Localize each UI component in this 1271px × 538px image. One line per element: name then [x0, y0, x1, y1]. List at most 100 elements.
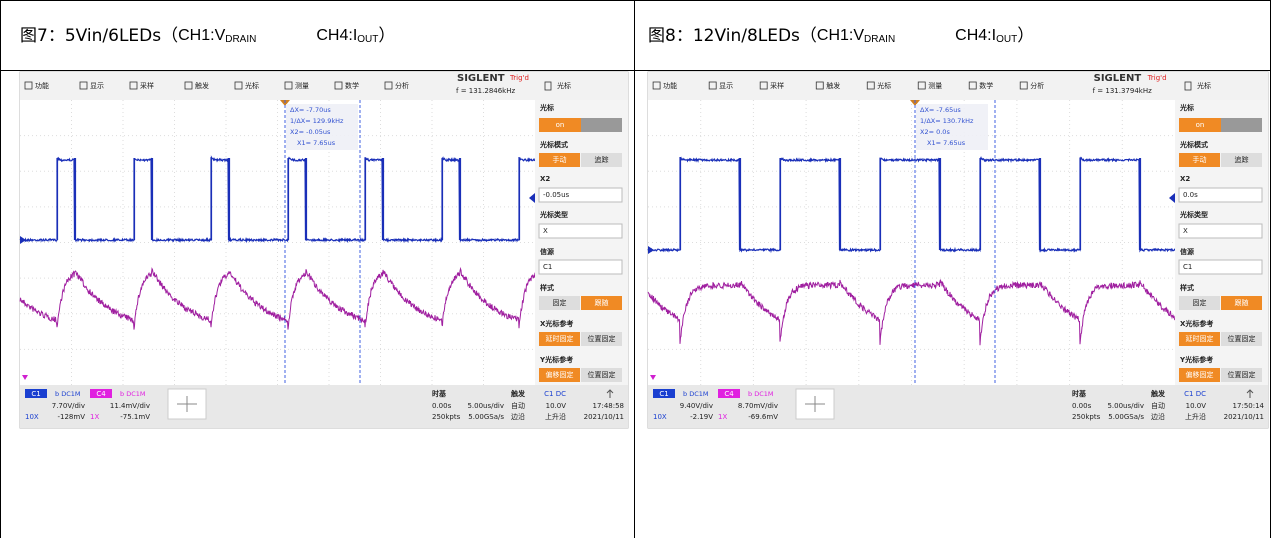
channel-name: C1: [659, 390, 668, 398]
panel-label: 样式: [1180, 283, 1194, 292]
trigger-label: 触发: [510, 389, 526, 398]
panel-field-value: 0.0s: [1183, 191, 1198, 199]
panel-label: 信源: [1180, 247, 1194, 256]
frequency: f = 131.2846kHz: [456, 87, 515, 95]
trigger-level: 10.0V: [1186, 402, 1207, 410]
trigger-mode: 自动: [1151, 401, 1165, 410]
panel-label: 光标模式: [1179, 140, 1208, 149]
clock-time: 17:48:58: [593, 402, 624, 410]
panel-button-label: 追踪: [595, 155, 609, 164]
menu-item: 触发: [195, 81, 209, 90]
caption-part: 图7：: [20, 26, 65, 46]
cursor-readout: X2= 0.0s: [920, 128, 950, 136]
brand: SIGLENT: [457, 73, 505, 84]
clock-date: 2021/10/11: [1224, 413, 1264, 421]
caption-part: OUT: [357, 34, 378, 45]
panel-menu-title: 光标: [1197, 81, 1211, 90]
trigger-label: 触发: [1150, 389, 1166, 398]
panel-menu-title: 光标: [557, 81, 571, 90]
trigger-slope: 上升沿: [1185, 412, 1206, 421]
caption-part: 5Vin/6LEDs（: [65, 26, 178, 46]
channel-probe: 1X: [90, 413, 99, 421]
channel-coupling: b DC1M: [55, 390, 80, 398]
caption-part: CH1:V: [178, 27, 225, 44]
channel-offset: -2.19V: [690, 413, 713, 421]
channel-coupling: b DC1M: [683, 390, 708, 398]
cursor-readout: X1= 7.65us: [927, 139, 966, 147]
caption-part: 12Vin/8LEDs（: [693, 26, 817, 46]
panel-button-label: 手动: [1193, 155, 1207, 164]
menu-item: 分析: [395, 81, 409, 90]
panel-label: X光标参考: [540, 319, 573, 328]
panel-button-label: 固定: [553, 298, 567, 307]
menu-item: 触发: [826, 81, 840, 90]
menu-item: 数学: [979, 81, 993, 90]
document-page: 图7：5Vin/6LEDs（CH1:VDRAINCH4:IOUT）功能显示采样触…: [0, 0, 1271, 538]
panel-label: X2: [1180, 175, 1190, 183]
caption-part: 图8：: [648, 26, 693, 46]
panel-field-value: X: [543, 227, 548, 235]
menu-item: 显示: [719, 82, 733, 90]
menu-item: 数学: [345, 81, 359, 90]
trigger-slope: 上升沿: [545, 412, 566, 421]
channel-scale: 8.70mV/div: [738, 402, 778, 410]
panel-label: Y光标参考: [539, 355, 573, 364]
panel-button-label: 追踪: [1235, 155, 1249, 164]
panel-field-value: -0.05us: [543, 191, 570, 199]
trigger-status: Trig'd: [1147, 74, 1167, 82]
panel-label: Y光标参考: [1179, 355, 1213, 364]
frequency: f = 131.3794kHz: [1093, 87, 1152, 95]
trigger-status: Trig'd: [509, 74, 529, 82]
figure-caption: 图8：12Vin/8LEDs（CH1:VDRAINCH4:IOUT）: [648, 26, 1034, 46]
cursor-readout: ΔX= -7.70us: [290, 106, 331, 114]
menu-item: 功能: [35, 81, 49, 90]
cursor-readout: ΔX= -7.65us: [920, 106, 961, 114]
channel-offset: -128mV: [58, 413, 86, 421]
panel-label: X光标参考: [1180, 319, 1213, 328]
trigger-type: 边沿: [511, 412, 525, 421]
channel-probe: 1X: [718, 413, 727, 421]
trigger-level: 10.0V: [546, 402, 567, 410]
panel-button-label: 跟随: [1235, 298, 1249, 307]
panel-label: X2: [540, 175, 550, 183]
panel-label: 样式: [540, 283, 554, 292]
channel-scale: 7.70V/div: [52, 402, 85, 410]
panel-field-value: X: [1183, 227, 1188, 235]
channel-name: C1: [31, 390, 40, 398]
cursor-readout: X1= 7.65us: [297, 139, 336, 147]
timebase-scale: 5.00us/div: [467, 402, 504, 410]
menu-item: 测量: [295, 82, 309, 90]
panel-button-label: 固定: [1193, 298, 1207, 307]
channel-name: C4: [96, 390, 106, 398]
clock-date: 2021/10/11: [584, 413, 624, 421]
panel-button-label: 延时固定: [1186, 334, 1214, 343]
panel-button-label: 偏移固定: [1186, 370, 1214, 379]
menu-item: 采样: [770, 81, 784, 90]
plot-area: [648, 100, 1175, 385]
caption-part: DRAIN: [864, 34, 895, 45]
scope-menu-bar: [20, 72, 628, 100]
panel-button-label: 位置固定: [588, 334, 616, 343]
panel-field: [1179, 224, 1262, 238]
panel-button-label: 位置固定: [588, 370, 616, 379]
caption-part: OUT: [996, 34, 1017, 45]
panel-button-label: 延时固定: [546, 334, 574, 343]
caption-part: ）: [1017, 26, 1034, 46]
panel-button-label: 跟随: [595, 298, 609, 307]
cursor-readout: X2= -0.05us: [290, 128, 331, 136]
caption-part: CH4:I: [955, 27, 996, 44]
panel-label: 光标: [1179, 103, 1194, 112]
menu-item: 分析: [1030, 81, 1044, 90]
cursor-readout: 1/ΔX= 130.7kHz: [920, 117, 974, 125]
brand: SIGLENT: [1094, 73, 1142, 84]
menu-item: 光标: [877, 81, 891, 90]
trigger-type: 边沿: [1151, 412, 1165, 421]
caption-part: DRAIN: [225, 34, 256, 45]
panel-button-label: 位置固定: [1228, 334, 1256, 343]
panel-label: 信源: [540, 247, 554, 256]
trigger-source: C1 DC: [1184, 390, 1206, 398]
panel-label: 光标类型: [539, 210, 568, 219]
menu-item: 采样: [140, 81, 154, 90]
channel-scale: 9.40V/div: [680, 402, 713, 410]
